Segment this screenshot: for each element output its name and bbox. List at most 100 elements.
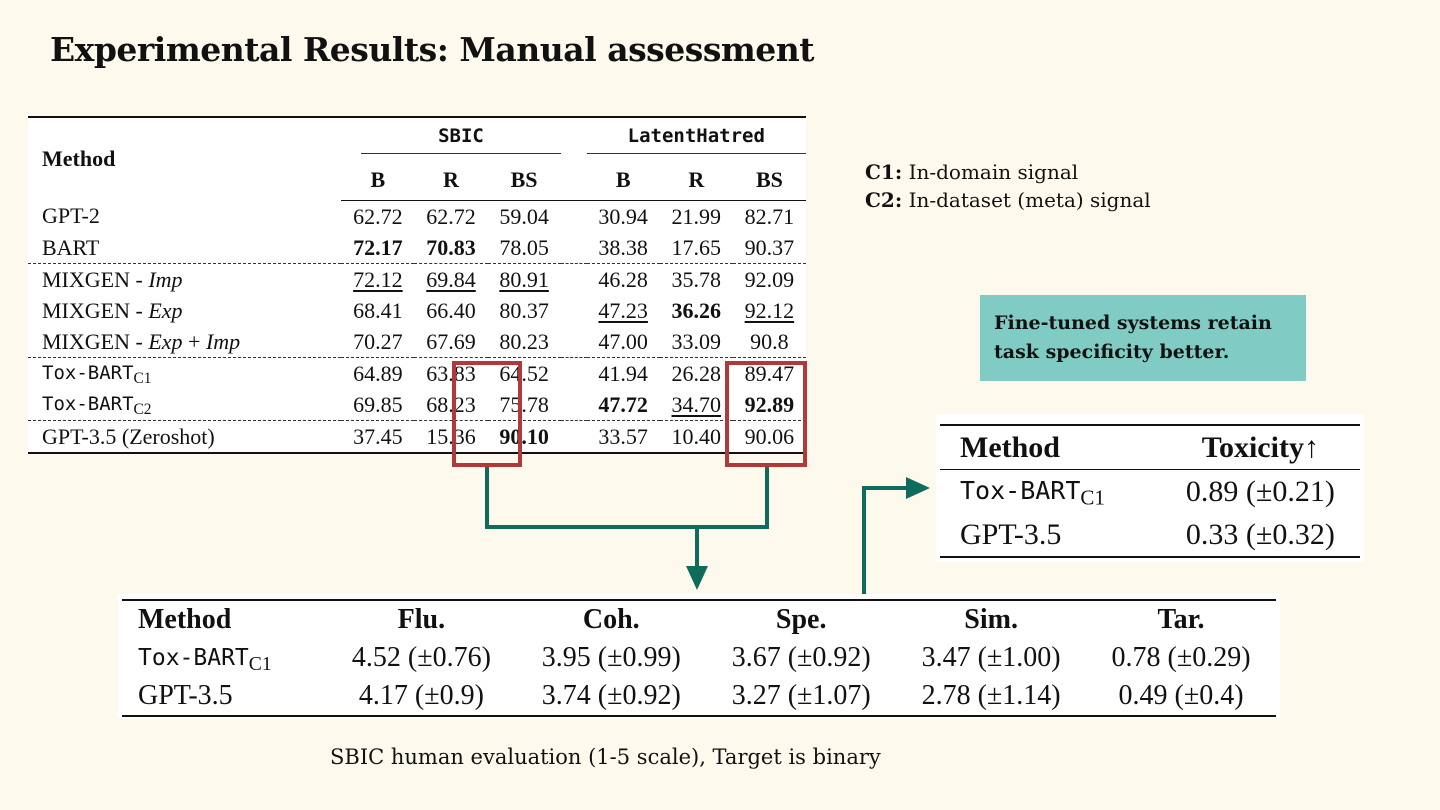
value-cell: 37.45 bbox=[341, 420, 415, 454]
value-cell: 69.84 bbox=[426, 266, 476, 292]
right-arrow-head bbox=[906, 477, 930, 499]
value-cell: 70.83 bbox=[426, 234, 476, 260]
value-cell: 68.41 bbox=[353, 297, 403, 323]
method-header: Method bbox=[122, 599, 327, 639]
sbic-header: SBIC bbox=[341, 116, 561, 160]
col-header: BS bbox=[732, 160, 806, 201]
table-row: GPT-3.5 (Zeroshot) 37.45 15.36 90.10 33.… bbox=[28, 420, 806, 454]
note-c2: C2: In-dataset (meta) signal bbox=[865, 188, 1151, 212]
value-cell: 0.89 (±0.21) bbox=[1185, 474, 1335, 508]
method-cell: Tox-BARTC1 bbox=[138, 644, 272, 675]
value-cell: 3.95 (±0.99) bbox=[541, 642, 681, 673]
callout-box: Fine-tuned systems retain task specifici… bbox=[980, 295, 1306, 381]
value-cell: 30.94 bbox=[598, 203, 648, 229]
value-cell: 80.23 bbox=[499, 328, 549, 354]
sbic-bs-highlight-box bbox=[452, 361, 522, 467]
right-arrow-shaft bbox=[795, 486, 910, 602]
table-row: MIXGEN - Exp + Imp 70.27 67.69 80.23 47.… bbox=[28, 326, 806, 358]
value-cell: 41.94 bbox=[586, 357, 660, 389]
value-cell: 36.26 bbox=[671, 297, 722, 323]
value-cell: 3.67 (±0.92) bbox=[731, 642, 871, 673]
value-cell: 90.8 bbox=[750, 328, 789, 354]
value-cell: 0.33 (±0.32) bbox=[1160, 513, 1360, 558]
value-cell: 10.40 bbox=[659, 420, 733, 454]
latenthatred-bs-highlight-box bbox=[725, 361, 807, 467]
main-results-table: Method SBIC LatentHatred B R BS B R BS G… bbox=[28, 116, 806, 454]
method-cell: Tox-BARTC1 bbox=[960, 475, 1105, 510]
method-cell: MIXGEN - Exp bbox=[42, 297, 183, 323]
value-cell: 33.09 bbox=[671, 328, 722, 354]
value-cell: 64.89 bbox=[341, 357, 415, 389]
down-arrow-head bbox=[686, 566, 708, 590]
value-cell: 72.12 bbox=[353, 266, 403, 292]
value-cell: 26.28 bbox=[659, 357, 733, 389]
value-cell: 92.09 bbox=[732, 263, 806, 295]
value-cell: 66.40 bbox=[426, 297, 476, 323]
value-cell: 75.78 bbox=[499, 391, 549, 417]
notes: C1: In-domain signal C2: In-dataset (met… bbox=[865, 158, 1151, 214]
value-cell: 34.70 bbox=[671, 391, 722, 417]
col-header: BS bbox=[487, 160, 561, 201]
toxicity-header: Toxicity↑ bbox=[1160, 424, 1360, 470]
value-cell: 67.69 bbox=[426, 328, 476, 354]
value-cell: 80.91 bbox=[499, 266, 549, 292]
value-cell: 47.72 bbox=[598, 391, 648, 417]
value-cell: 70.27 bbox=[353, 328, 403, 354]
method-cell: Tox-BARTC1 bbox=[28, 357, 342, 389]
method-header: Method bbox=[28, 116, 342, 201]
value-cell: 47.23 bbox=[598, 297, 648, 323]
method-cell: MIXGEN - Imp bbox=[28, 263, 342, 295]
value-cell: 90.10 bbox=[499, 423, 549, 449]
method-cell: GPT-2 bbox=[42, 203, 100, 229]
col-header: Spe. bbox=[706, 599, 897, 639]
value-cell: 33.57 bbox=[586, 420, 660, 454]
toxicity-table: Method Toxicity↑ Tox-BARTC1 0.89 (±0.21)… bbox=[936, 414, 1364, 562]
human-eval-caption: SBIC human evaluation (1-5 scale), Targe… bbox=[330, 745, 881, 769]
table-row: Tox-BARTC1 0.89 (±0.21) bbox=[940, 470, 1360, 514]
value-cell: 0.49 (±0.4) bbox=[1086, 677, 1276, 717]
value-cell: 80.37 bbox=[499, 297, 549, 323]
method-cell: MIXGEN - Exp + Imp bbox=[42, 328, 241, 354]
value-cell: 62.72 bbox=[426, 203, 476, 229]
value-cell: 3.27 (±1.07) bbox=[706, 677, 897, 717]
value-cell: 35.78 bbox=[659, 263, 733, 295]
value-cell: 2.78 (±1.14) bbox=[896, 677, 1087, 717]
value-cell: 90.37 bbox=[744, 234, 795, 260]
method-cell: GPT-3.5 (Zeroshot) bbox=[28, 420, 342, 454]
value-cell: 68.23 bbox=[426, 391, 476, 417]
value-cell: 4.17 (±0.9) bbox=[326, 677, 517, 717]
latenthatred-header: LatentHatred bbox=[586, 116, 806, 160]
value-cell: 47.00 bbox=[598, 328, 648, 354]
col-header: R bbox=[659, 160, 733, 201]
col-header: Coh. bbox=[516, 599, 707, 639]
table-row: MIXGEN - Imp 72.12 69.84 80.91 46.28 35.… bbox=[28, 263, 806, 295]
value-cell: 21.99 bbox=[671, 203, 722, 229]
col-header: R bbox=[414, 160, 488, 201]
value-cell: 4.52 (±0.76) bbox=[351, 642, 491, 673]
merge-connector bbox=[485, 467, 769, 529]
value-cell: 15.36 bbox=[414, 420, 488, 454]
method-cell: BART bbox=[42, 234, 100, 260]
table-row: GPT-2 62.72 62.72 59.04 30.94 21.99 82.7… bbox=[28, 201, 806, 233]
value-cell: 90.06 bbox=[732, 420, 806, 454]
table-row: Tox-BARTC2 69.85 68.23 75.78 47.72 34.70… bbox=[28, 389, 806, 421]
value-cell: 3.74 (±0.92) bbox=[516, 677, 707, 717]
value-cell: 92.12 bbox=[744, 297, 795, 323]
value-cell: 0.78 (±0.29) bbox=[1111, 642, 1251, 673]
value-cell: 82.71 bbox=[744, 203, 795, 229]
table-row: GPT-3.5 0.33 (±0.32) bbox=[940, 513, 1360, 558]
value-cell: 69.85 bbox=[353, 391, 403, 417]
col-header: Sim. bbox=[896, 599, 1087, 639]
value-cell: 17.65 bbox=[671, 234, 722, 260]
table-row: MIXGEN - Exp 68.41 66.40 80.37 47.23 36.… bbox=[28, 295, 806, 326]
table-row: BART 72.17 70.83 78.05 38.38 17.65 90.37 bbox=[28, 232, 806, 264]
value-cell: 78.05 bbox=[499, 234, 549, 260]
slide-title: Experimental Results: Manual assessment bbox=[50, 30, 815, 69]
method-cell: Tox-BARTC2 bbox=[42, 393, 152, 418]
value-cell: 3.47 (±1.00) bbox=[921, 642, 1061, 673]
col-header: Tar. bbox=[1086, 599, 1276, 639]
value-cell: 72.17 bbox=[353, 234, 403, 260]
table-row: Tox-BARTC1 4.52 (±0.76) 3.95 (±0.99) 3.6… bbox=[122, 639, 1276, 677]
method-header: Method bbox=[940, 424, 1161, 470]
